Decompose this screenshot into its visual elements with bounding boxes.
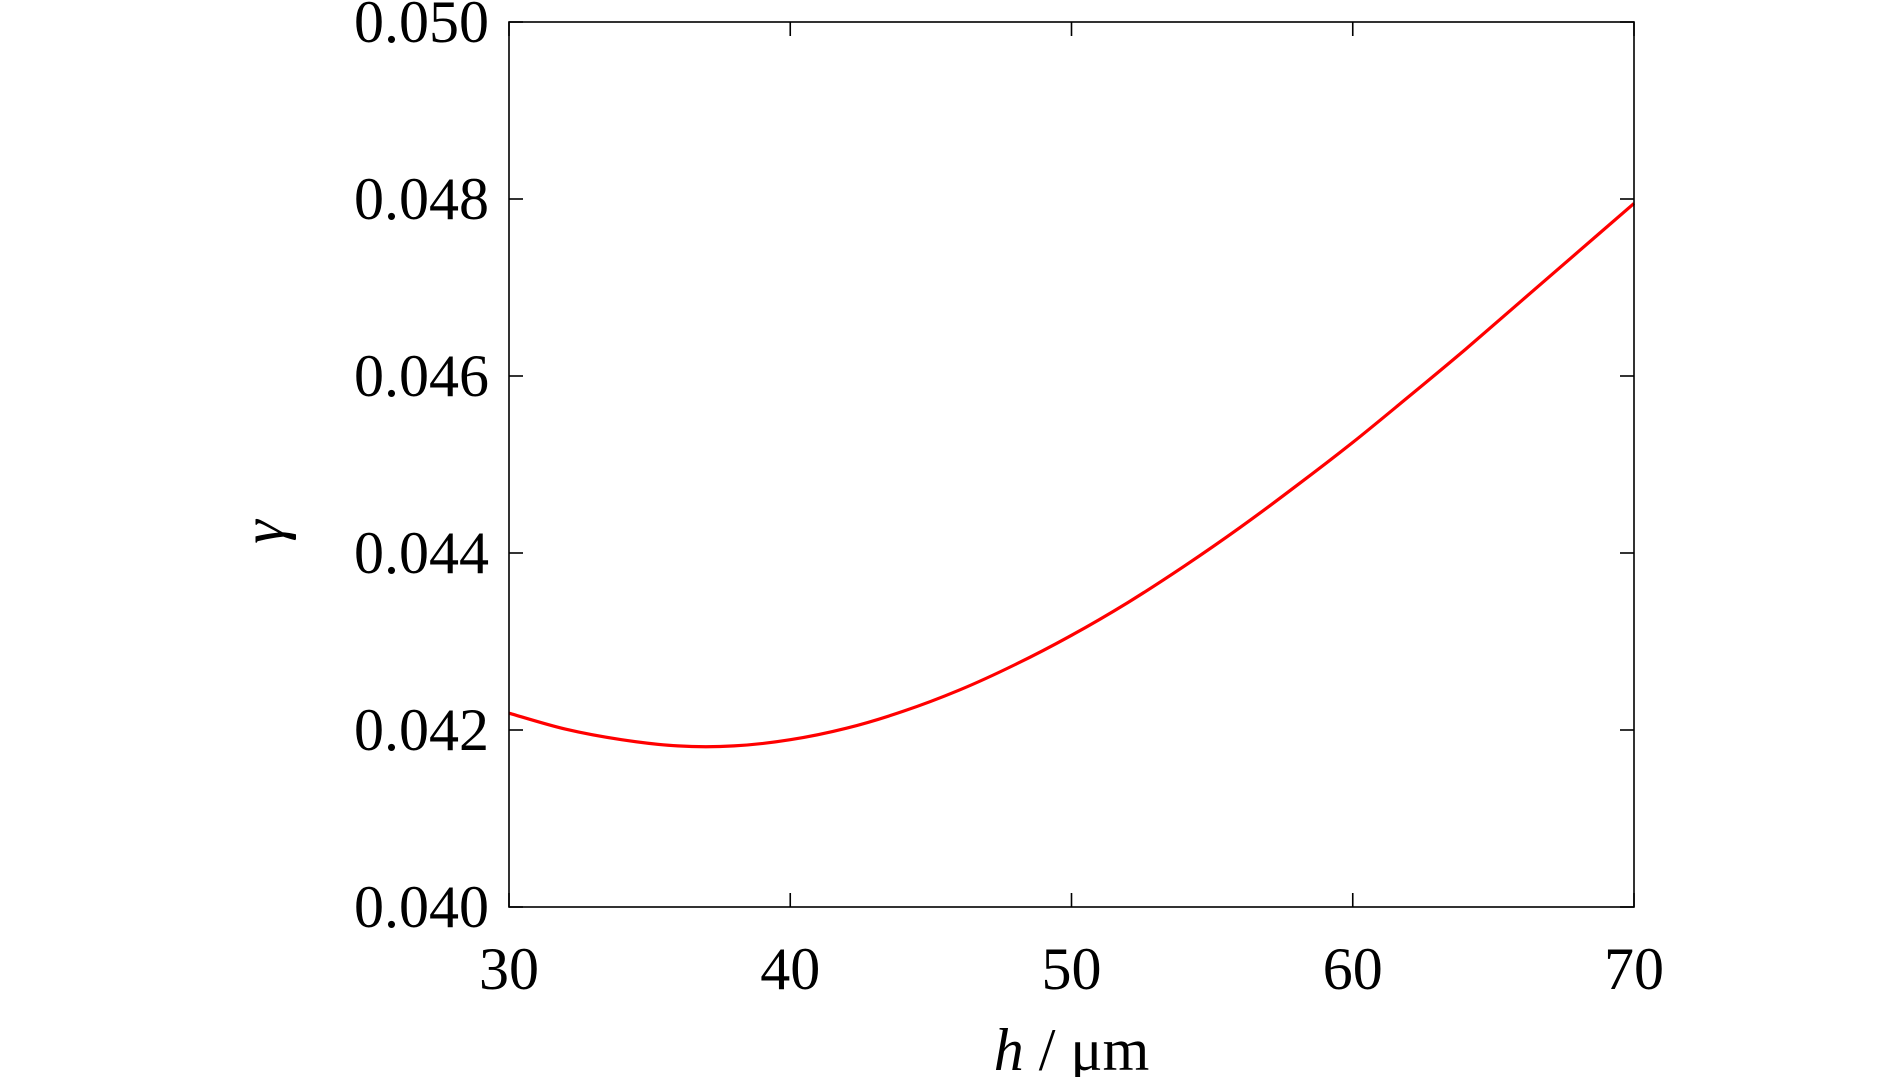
x-tick-marks [508,22,1635,907]
series-line [508,202,1636,749]
x-tick-label: 40 [760,936,820,1002]
x-axis-label-symbol: h [994,1017,1024,1077]
x-tick-label: 60 [1323,936,1383,1002]
y-tick-label: 0.050 [354,0,489,55]
y-axis-label: γ [230,519,296,544]
x-tick-labels: 30 40 50 60 70 [479,936,1664,1002]
y-tick-label: 0.042 [354,697,489,763]
y-tick-label: 0.040 [354,874,489,940]
y-tick-labels: 0.040 0.042 0.044 0.046 0.048 0.050 [354,0,489,940]
x-tick-label: 30 [479,936,539,1002]
x-tick-label: 70 [1604,936,1664,1002]
y-tick-label: 0.044 [354,520,489,586]
y-tick-label: 0.046 [354,343,489,409]
plot-frame [508,21,1635,908]
x-axis-label: h / μm [994,1017,1150,1077]
y-tick-label: 0.048 [354,166,489,232]
x-axis-label-unit: / μm [1024,1017,1150,1077]
x-tick-label: 50 [1042,936,1102,1002]
y-tick-marks [509,21,1634,908]
series-layer [508,202,1636,749]
